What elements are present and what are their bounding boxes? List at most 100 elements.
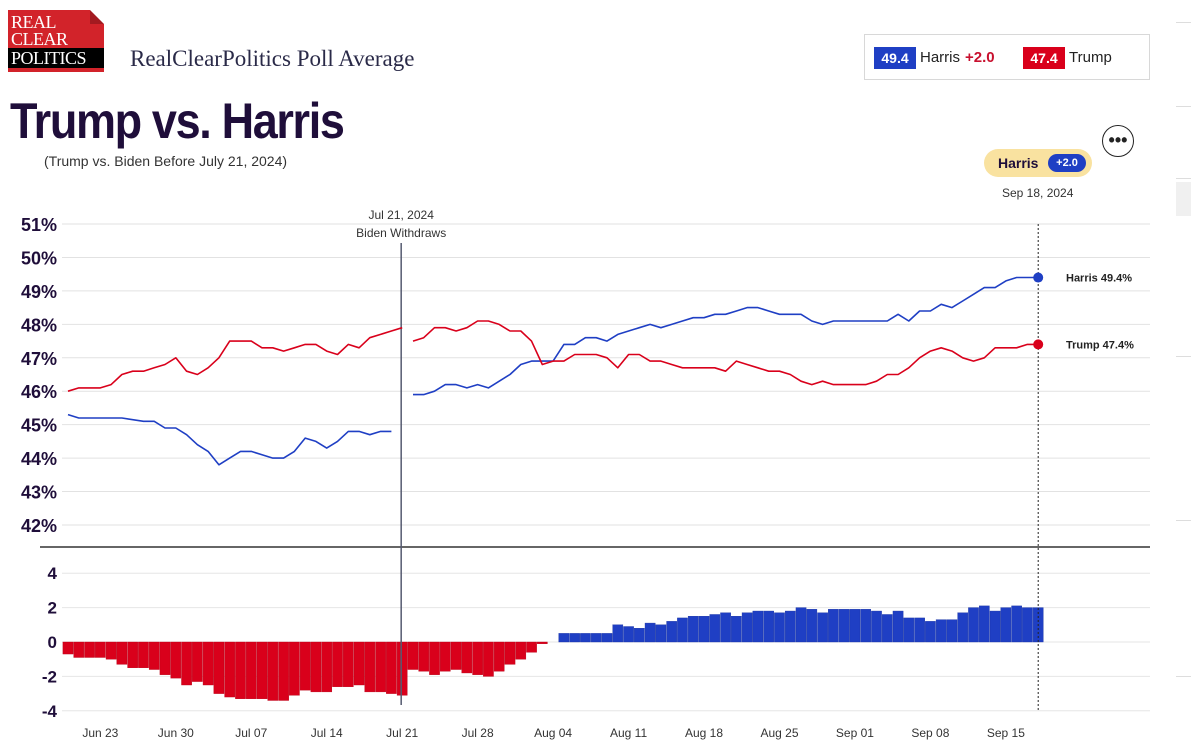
spread-bar bbox=[1011, 605, 1022, 643]
harris-end-dot bbox=[1033, 272, 1044, 283]
spread-bar bbox=[590, 633, 602, 643]
spread-bar bbox=[310, 641, 322, 693]
spread-bar bbox=[202, 641, 214, 686]
spread-bar bbox=[979, 605, 990, 643]
more-options-button[interactable]: ••• bbox=[1102, 125, 1134, 157]
spread-bar bbox=[299, 641, 311, 691]
spread-bar bbox=[903, 617, 915, 643]
edge-divider bbox=[1176, 356, 1191, 357]
spread-bar bbox=[493, 641, 505, 672]
x-tick-label: Jul 14 bbox=[311, 726, 343, 740]
spread-bar bbox=[860, 609, 872, 643]
spread-bar bbox=[181, 641, 192, 686]
y-tick-label: 46% bbox=[21, 382, 57, 402]
y-tick-label: 2 bbox=[48, 599, 57, 618]
logo-text-clear: CLEAR bbox=[11, 29, 68, 49]
spread-bar bbox=[170, 641, 182, 679]
logo-text-real: REAL bbox=[11, 12, 57, 32]
spread-bar bbox=[935, 619, 947, 643]
spread-bar bbox=[429, 641, 440, 675]
spread-bar bbox=[461, 641, 473, 674]
trump-value-badge: 47.4 bbox=[1023, 47, 1065, 69]
x-tick-label: Jun 30 bbox=[158, 726, 194, 740]
y-tick-label: 50% bbox=[21, 248, 57, 268]
spread-bar bbox=[752, 610, 764, 643]
spread-bar bbox=[224, 641, 235, 698]
spread-bar bbox=[95, 641, 106, 658]
x-tick-label: Jun 23 bbox=[82, 726, 118, 740]
spread-bar bbox=[644, 622, 656, 643]
spread-bar bbox=[655, 624, 667, 643]
spread-bar bbox=[450, 641, 462, 670]
spread-bar bbox=[515, 641, 527, 660]
edge-panel bbox=[1176, 182, 1191, 216]
spread-bar bbox=[375, 641, 386, 693]
spread-bar bbox=[666, 621, 677, 643]
spread-bar bbox=[116, 641, 128, 665]
spread-bar bbox=[148, 641, 160, 670]
spread-bar bbox=[235, 641, 246, 699]
y-tick-label: 51% bbox=[21, 215, 57, 235]
spread-bar bbox=[138, 641, 149, 668]
spread-bar bbox=[741, 612, 753, 643]
rcp-logo[interactable]: REAL CLEAR POLITICS bbox=[8, 10, 104, 72]
y-tick-label: 47% bbox=[21, 349, 57, 369]
spread-bar bbox=[946, 619, 958, 643]
y-tick-label: 49% bbox=[21, 282, 57, 302]
x-tick-label: Sep 08 bbox=[911, 726, 949, 740]
spread-bar bbox=[192, 641, 203, 682]
trump-legend-name: Trump bbox=[1069, 49, 1112, 66]
spread-bar bbox=[62, 641, 74, 655]
spread-bar bbox=[386, 641, 397, 694]
spread-bar bbox=[440, 641, 451, 672]
spread-bar bbox=[925, 621, 936, 643]
y-tick-label: 43% bbox=[21, 483, 57, 503]
page-subtitle: (Trump vs. Biden Before July 21, 2024) bbox=[44, 153, 288, 169]
spread-bar bbox=[634, 628, 645, 643]
spread-bar bbox=[731, 616, 742, 643]
y-tick-label: 44% bbox=[21, 449, 57, 469]
y-tick-label: -2 bbox=[42, 667, 57, 686]
spread-bar bbox=[84, 641, 95, 658]
spread-bar bbox=[957, 612, 969, 643]
spread-bar bbox=[774, 612, 785, 643]
spread-bar bbox=[267, 641, 279, 701]
spread-bar bbox=[289, 641, 300, 696]
logo-corner-fold bbox=[90, 10, 104, 24]
spread-bar bbox=[73, 641, 85, 658]
spread-bar bbox=[763, 610, 774, 643]
trump-end-dot bbox=[1033, 339, 1044, 350]
leader-pill: Harris +2.0 bbox=[984, 149, 1092, 177]
harris-value-badge: 49.4 bbox=[874, 47, 916, 69]
harris-series-line bbox=[67, 413, 392, 466]
spread-bar bbox=[407, 641, 419, 670]
x-tick-label: Aug 25 bbox=[760, 726, 798, 740]
spread-bar bbox=[698, 616, 710, 643]
event-label: Biden Withdraws bbox=[356, 226, 446, 240]
legend-box: 49.4 Harris +2.0 47.4 Trump bbox=[864, 34, 1150, 80]
spread-bar bbox=[1000, 607, 1012, 643]
edge-divider bbox=[1176, 520, 1191, 521]
edge-divider bbox=[1176, 106, 1191, 107]
spread-bar bbox=[612, 624, 624, 643]
spread-bar bbox=[558, 633, 570, 643]
spread-bar bbox=[396, 641, 408, 696]
x-tick-label: Sep 01 bbox=[836, 726, 874, 740]
event-date-label: Jul 21, 2024 bbox=[368, 208, 434, 222]
spread-bar bbox=[159, 641, 171, 675]
spread-bar bbox=[127, 641, 138, 668]
spread-bar bbox=[849, 609, 861, 643]
spread-bar bbox=[526, 641, 537, 653]
trump-end-label: Trump 47.4% bbox=[1066, 339, 1134, 351]
spread-bar bbox=[871, 610, 882, 643]
spread-bar bbox=[687, 616, 699, 643]
spread-bar bbox=[332, 641, 343, 687]
site-title: RealClearPolitics Poll Average bbox=[130, 46, 415, 71]
spread-bar bbox=[784, 610, 796, 643]
y-tick-label: 42% bbox=[21, 516, 57, 536]
spread-bar bbox=[838, 609, 850, 643]
y-tick-label: 4 bbox=[48, 564, 58, 583]
edge-divider bbox=[1176, 676, 1191, 677]
spread-bar bbox=[213, 641, 225, 694]
leader-spread-badge: +2.0 bbox=[1048, 154, 1086, 172]
